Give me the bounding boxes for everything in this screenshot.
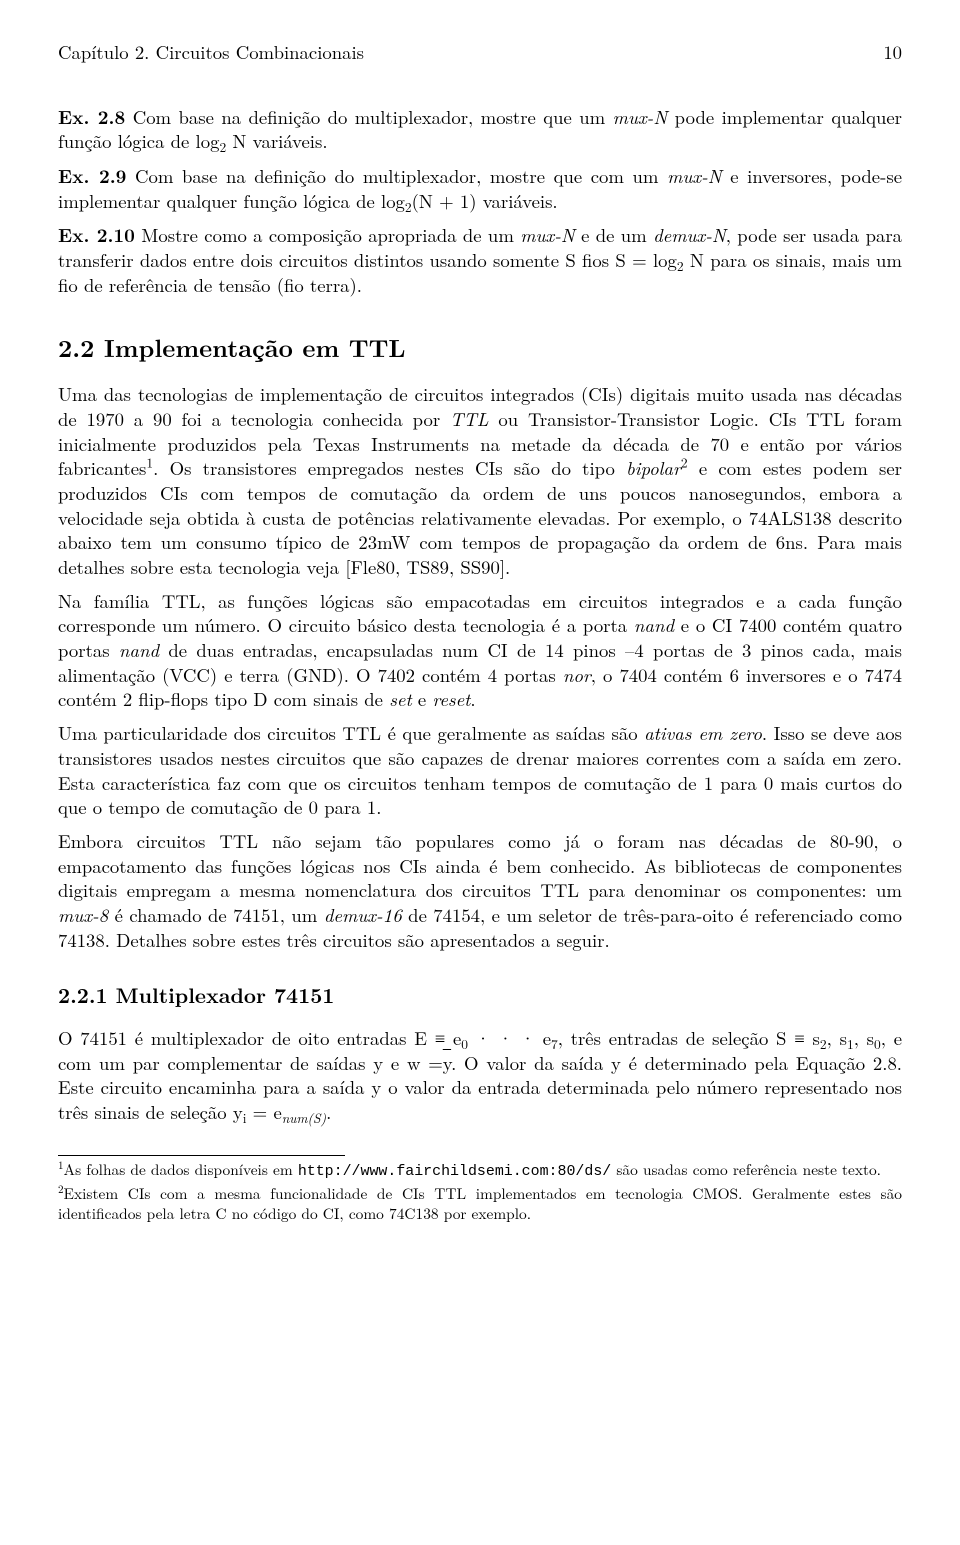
- text: e: [412, 686, 433, 712]
- subscript: 2: [405, 197, 412, 216]
- text: são usadas como referência neste texto.: [611, 1159, 881, 1180]
- text: = e: [246, 1099, 281, 1125]
- text: . Os transistores empregados nestes CIs …: [153, 455, 626, 481]
- section-2-2-1-title: 2.2.1 Multiplexador 74151: [58, 982, 902, 1010]
- section-2-2-p2: Na família TTL, as funções lógicas são e…: [58, 589, 902, 712]
- footnote-url: http://www.fairchildsemi.com:80/ds/: [298, 1164, 611, 1180]
- section-2-2-title: 2.2 Implementação em TTL: [58, 332, 902, 365]
- text: é chamado de 74151, um: [108, 902, 324, 928]
- exercise-label: Ex. 2.8: [58, 103, 125, 130]
- section-2-2-p4: Embora circuitos TTL não sejam tão popul…: [58, 829, 902, 952]
- header-page-number: 10: [883, 40, 902, 65]
- text: Com base na definição do multiplexador, …: [125, 104, 612, 130]
- exercise-label: Ex. 2.9: [58, 162, 126, 189]
- exercise-2-10: Ex. 2.10 Mostre como a composição apropr…: [58, 223, 902, 297]
- footnote-ref-2: 2: [681, 453, 688, 472]
- term-mux-n: mux-N: [613, 104, 668, 130]
- text: · · · e: [468, 1025, 551, 1051]
- overline-y: y: [443, 1050, 451, 1076]
- text: Uma particularidade dos circuitos TTL é …: [58, 720, 644, 746]
- term-mux-n: mux-N: [520, 222, 575, 248]
- text: Existem CIs com a mesma funcionalidade d…: [58, 1183, 902, 1224]
- page-header: Capítulo 2. Circuitos Combinacionais 10: [58, 40, 902, 65]
- section-2-2-p1: Uma das tecnologias de implementação de …: [58, 382, 902, 580]
- term-nand: nand: [634, 612, 674, 638]
- text: As folhas de dados disponíveis em: [64, 1159, 298, 1180]
- term-reset: reset: [432, 686, 470, 712]
- subscript: 2: [677, 256, 684, 275]
- text: (N + 1) variáveis.: [412, 188, 558, 214]
- text: N variáveis.: [226, 128, 327, 154]
- term-mux-8: mux-8: [58, 902, 108, 928]
- term-mux-n: mux-N: [667, 163, 722, 189]
- text: Com base na definição do multiplexador, …: [126, 163, 667, 189]
- section-2-2-p3: Uma particularidade dos circuitos TTL é …: [58, 721, 902, 820]
- footnote-rule: [58, 1155, 345, 1156]
- text: O 74151 é multiplexador de oito entradas…: [58, 1025, 461, 1051]
- term-demux-n: demux-N: [653, 222, 726, 248]
- text: .: [470, 686, 475, 712]
- header-chapter: Capítulo 2. Circuitos Combinacionais: [58, 40, 364, 65]
- section-2-2-1-p1: O 74151 é multiplexador de oito entradas…: [58, 1026, 902, 1125]
- term-nor: nor: [563, 662, 591, 688]
- term-nand: nand: [119, 637, 159, 663]
- exercise-label: Ex. 2.10: [58, 221, 135, 248]
- text: , três entradas de seleção S ≡ s: [558, 1025, 820, 1051]
- term-demux-16: demux-16: [324, 902, 402, 928]
- term-bipolar: bipolar: [626, 455, 681, 481]
- text: Mostre como a composição apropriada de u…: [135, 222, 520, 248]
- subscript: num(S): [282, 1108, 326, 1127]
- text: , s: [854, 1025, 874, 1051]
- footnote-1: 1As folhas de dados disponíveis em http:…: [58, 1160, 902, 1182]
- text: .: [326, 1099, 331, 1125]
- text: e de um: [575, 222, 653, 248]
- text: Embora circuitos TTL não sejam tão popul…: [58, 828, 902, 903]
- footnote-2: 2Existem CIs com a mesma funcionalidade …: [58, 1184, 902, 1223]
- exercise-2-9: Ex. 2.9 Com base na definição do multipl…: [58, 164, 902, 213]
- term-set: set: [389, 686, 411, 712]
- term-ativas-em-zero: ativas em zero: [644, 720, 762, 746]
- term-ttl: TTL: [450, 406, 488, 432]
- text: , s: [827, 1025, 847, 1051]
- exercise-2-8: Ex. 2.8 Com base na definição do multipl…: [58, 105, 902, 154]
